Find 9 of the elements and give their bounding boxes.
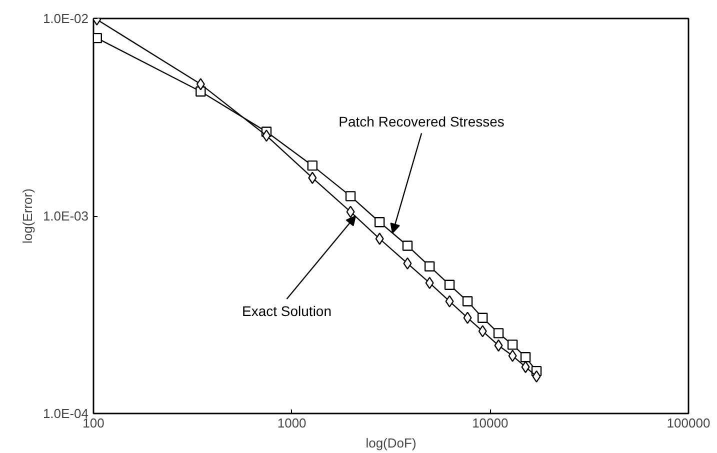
y-tick-label: 1.0E-03 (42, 208, 89, 224)
annotation: Patch Recovered Stresses (338, 113, 504, 130)
y-tick-label: 1.0E-02 (42, 11, 89, 26)
x-tick-label: 100000 (666, 416, 710, 430)
annotation: Exact Solution (242, 302, 332, 319)
x-axis-title: log(DoF) (366, 436, 416, 450)
x-tick-label: 10000 (472, 416, 508, 430)
y-axis-title: log(Error) (20, 188, 35, 244)
x-tick-label: 1000 (277, 416, 306, 430)
